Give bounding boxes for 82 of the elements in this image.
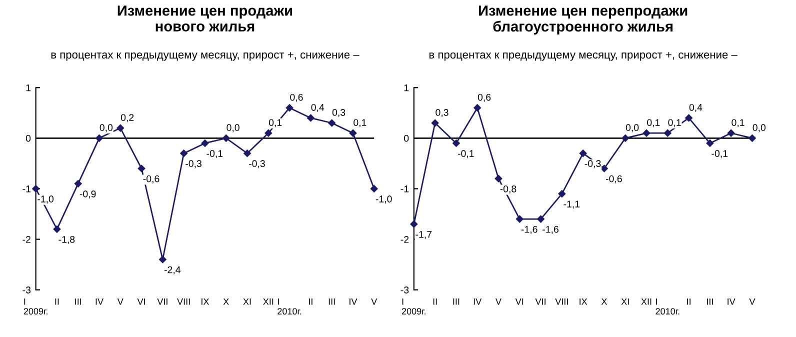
- x-tick-label: II: [687, 298, 690, 305]
- y-tick-label: -1: [400, 186, 409, 192]
- y-tick-label: -3: [400, 286, 409, 294]
- data-label: -0,3: [584, 160, 601, 168]
- data-label: 0,0: [100, 124, 113, 132]
- x-tick-label: II: [55, 298, 59, 305]
- data-label: 0,6: [290, 94, 303, 102]
- x-tick-label: VIII: [177, 298, 190, 305]
- x-tick-label: VIII: [555, 298, 568, 305]
- x-tick-label: IX: [580, 298, 588, 305]
- data-label: -0,1: [458, 150, 474, 158]
- data-label: -1,6: [521, 226, 538, 234]
- data-label: -0,8: [500, 185, 516, 194]
- x-tick-label: V: [496, 298, 502, 305]
- data-label: -1,6: [542, 226, 558, 234]
- data-label: -0,3: [186, 160, 202, 168]
- data-label: -1,0: [38, 196, 54, 204]
- y-tick-label: -1: [22, 186, 30, 192]
- x-tick-label: I 2009г.: [24, 298, 48, 315]
- chart-title: Изменение цен перепродажи благоустроенного жилья: [478, 6, 688, 35]
- data-label: 0,2: [120, 114, 134, 122]
- data-label: -1,7: [416, 231, 432, 239]
- x-tick-label: X: [223, 298, 229, 305]
- data-label: 0,1: [668, 119, 681, 128]
- data-label: 0,1: [268, 119, 282, 128]
- chart-subtitle: в процентах к предыдущему месяцу, прирост +, снижение –: [429, 52, 738, 61]
- data-label: 0,3: [332, 109, 346, 118]
- data-label: 0,0: [752, 124, 766, 132]
- x-tick-label: IX: [202, 298, 210, 305]
- x-tick-label: XI: [621, 298, 629, 305]
- x-tick-label: VII: [157, 298, 168, 305]
- y-tick-label: 1: [404, 84, 409, 92]
- data-label: -0,6: [143, 175, 160, 184]
- x-tick-label: III: [75, 298, 82, 305]
- y-tick-label: 0: [404, 134, 409, 142]
- data-label: 0,0: [226, 124, 240, 132]
- x-tick-label: XII: [641, 298, 652, 305]
- data-label: -0,3: [249, 160, 265, 168]
- x-tick-label: IV: [96, 298, 104, 305]
- x-tick-label: III: [328, 298, 335, 305]
- x-tick-label: VI: [137, 298, 145, 305]
- data-label: 0,0: [626, 124, 639, 132]
- data-label: -1,1: [564, 200, 580, 209]
- x-tick-label: II: [433, 298, 437, 305]
- x-tick-label: VI: [515, 298, 524, 305]
- data-label: 0,3: [436, 109, 448, 118]
- x-tick-label: IV: [350, 298, 358, 305]
- x-tick-label: V: [371, 298, 378, 305]
- data-label: -0,6: [606, 175, 622, 184]
- chart-subtitle: в процентах к предыдущему месяцу, прирост +, снижение –: [51, 52, 360, 61]
- x-tick-label: IV: [728, 298, 736, 305]
- y-tick-label: -3: [22, 286, 31, 294]
- data-label: -2,4: [164, 266, 180, 274]
- x-tick-label: V: [117, 298, 124, 305]
- data-label: 0,4: [689, 104, 702, 112]
- x-tick-label: XII: [263, 298, 274, 305]
- x-tick-label: I 2010г.: [656, 298, 680, 315]
- x-tick-label: III: [707, 298, 713, 305]
- y-tick-label: -2: [22, 236, 30, 243]
- x-tick-label: V: [749, 298, 756, 305]
- y-tick-label: -2: [400, 236, 409, 243]
- x-tick-label: II: [309, 298, 312, 305]
- x-tick-label: VII: [535, 298, 546, 305]
- y-tick-label: 0: [26, 134, 31, 142]
- data-label: 0,1: [354, 119, 366, 128]
- data-label: -1,8: [58, 236, 75, 244]
- data-label: 0,4: [311, 104, 324, 112]
- x-tick-label: IV: [474, 298, 482, 305]
- x-tick-label: I 2009г.: [402, 298, 426, 315]
- x-tick-label: XI: [243, 298, 251, 305]
- x-tick-label: X: [601, 298, 608, 305]
- y-tick-label: 1: [26, 84, 30, 92]
- data-label: -0,9: [80, 190, 96, 199]
- data-label: 0,6: [478, 94, 491, 102]
- data-label: -0,1: [712, 150, 728, 158]
- data-label: 0,1: [647, 119, 660, 128]
- data-label: -0,1: [206, 150, 223, 158]
- data-label: -1,0: [376, 196, 392, 204]
- chart-title: Изменение цен продажи нового жилья: [118, 6, 292, 32]
- x-tick-label: I 2010г.: [278, 298, 302, 315]
- data-label: 0,1: [732, 119, 744, 128]
- x-tick-label: III: [453, 298, 460, 305]
